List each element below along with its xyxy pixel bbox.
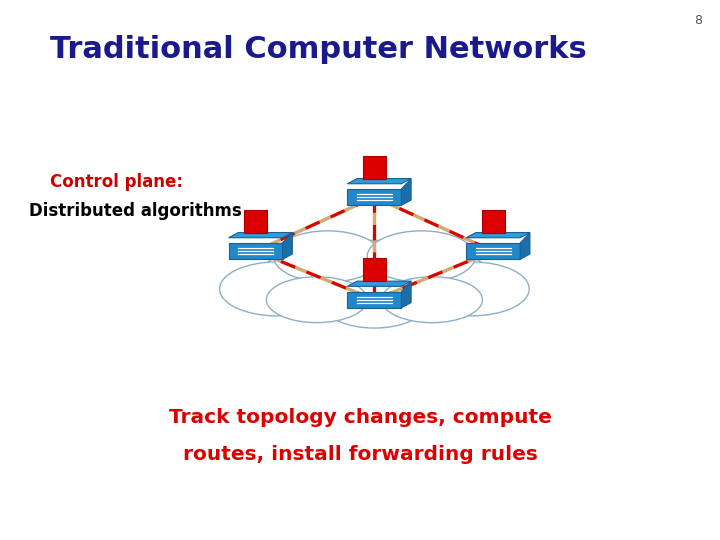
- Polygon shape: [467, 243, 521, 259]
- Text: Control plane:: Control plane:: [50, 173, 184, 191]
- Text: 8: 8: [694, 14, 702, 26]
- Ellipse shape: [266, 276, 367, 322]
- Polygon shape: [348, 292, 402, 308]
- Text: Distributed algorithms: Distributed algorithms: [29, 202, 241, 220]
- Ellipse shape: [324, 282, 425, 328]
- Ellipse shape: [382, 276, 482, 322]
- FancyBboxPatch shape: [363, 156, 386, 179]
- Ellipse shape: [367, 231, 475, 282]
- Polygon shape: [402, 281, 411, 308]
- Text: Track topology changes, compute: Track topology changes, compute: [168, 408, 552, 427]
- Polygon shape: [282, 233, 292, 259]
- Text: routes, install forwarding rules: routes, install forwarding rules: [183, 446, 537, 464]
- FancyBboxPatch shape: [482, 210, 505, 233]
- FancyBboxPatch shape: [363, 259, 386, 281]
- Polygon shape: [348, 189, 402, 205]
- Polygon shape: [348, 179, 411, 184]
- Polygon shape: [402, 179, 411, 205]
- Ellipse shape: [259, 240, 490, 310]
- Polygon shape: [348, 281, 411, 286]
- Ellipse shape: [274, 231, 382, 282]
- FancyBboxPatch shape: [244, 210, 267, 233]
- Polygon shape: [229, 233, 292, 238]
- Polygon shape: [521, 233, 530, 259]
- Text: Traditional Computer Networks: Traditional Computer Networks: [50, 35, 587, 64]
- Polygon shape: [229, 243, 282, 259]
- Ellipse shape: [220, 262, 335, 316]
- Ellipse shape: [414, 262, 529, 316]
- Polygon shape: [467, 233, 530, 238]
